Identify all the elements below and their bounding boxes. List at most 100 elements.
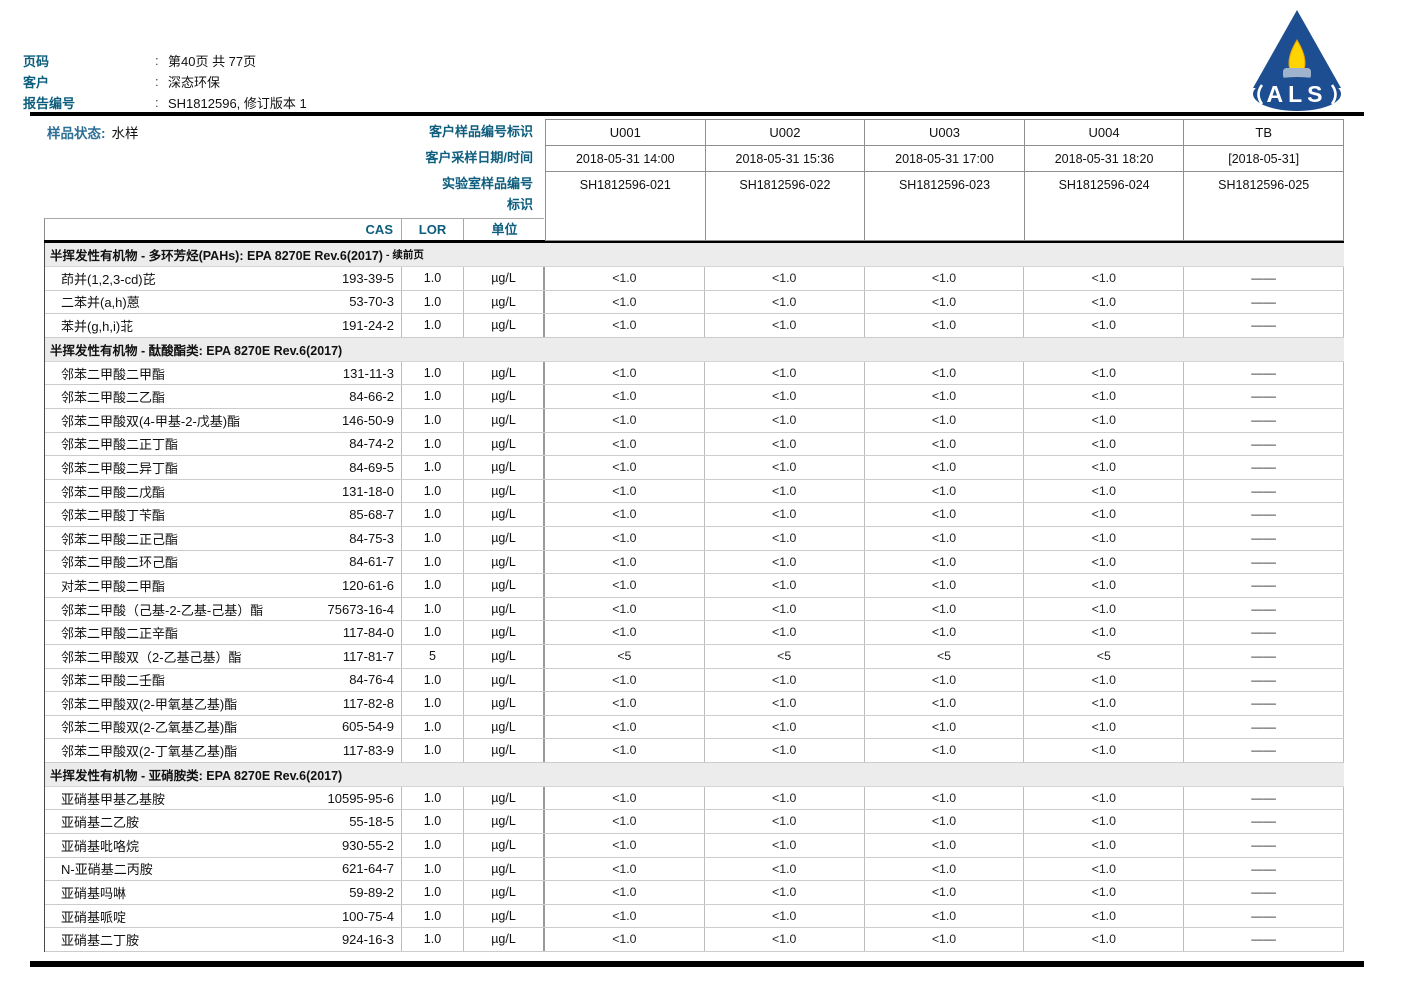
result-cell: <1.0: [1024, 456, 1185, 479]
analyte-lor: 1.0: [402, 715, 464, 739]
analyte-lor: 1.0: [402, 574, 464, 597]
result-cell: <1.0: [705, 786, 865, 810]
report-meta-colon: :: [155, 74, 159, 89]
analyte-cas: 100-75-4: [341, 908, 394, 924]
result-cell: <1.0: [545, 408, 705, 432]
analyte-lor: 1.0: [402, 408, 464, 432]
analyte-lor: 1.0: [402, 479, 464, 503]
result-cell: ——: [1184, 857, 1344, 881]
result-cell: <1.0: [705, 550, 865, 574]
sample-header-row-label: 客户样品编号标识: [428, 124, 533, 139]
result-cell: <5: [1024, 644, 1185, 668]
result-cell: ——: [1184, 621, 1344, 644]
analyte-name: 对苯二甲酸二甲酯: [61, 578, 166, 594]
analyte-unit: µg/L: [464, 479, 545, 503]
result-cell: <1.0: [865, 857, 1025, 881]
analyte-row: 邻苯二甲酸二环己酯 84-61-7 1.0 µg/L <1.0 <1.0 <1.0 <1.0—…: [45, 550, 1344, 575]
result-cell: ——: [1184, 692, 1344, 715]
analyte-name-cas-cell: 二苯并(a,h)蒽 53-70-3: [45, 290, 402, 314]
analyte-lor: 1.0: [402, 361, 464, 385]
analyte-cas: 117-83-9: [342, 743, 394, 759]
result-cell: <1.0: [545, 479, 705, 503]
analyte-unit: µg/L: [464, 786, 545, 810]
analyte-cas: 117-84-0: [342, 625, 394, 641]
result-cell: <1.0: [865, 881, 1025, 904]
result-cell: <1.0: [865, 526, 1025, 550]
analyte-name: 邻苯二甲酸丁苄酯: [61, 508, 166, 524]
analyte-name-cas-cell: 亚硝基甲基乙基胺 10595-95-6: [45, 786, 402, 810]
analyte-row: 亚硝基二乙胺 55-18-5 1.0 µg/L <1.0 <1.0 <1.0 <1.0 ——: [45, 810, 1344, 835]
analyte-cas: 120-61-6: [341, 577, 394, 593]
analyte-lor: 1.0: [402, 881, 464, 904]
sample-date-cell: 2018-05-31 14:00: [546, 146, 706, 172]
analyte-name-cas-cell: 邻苯二甲酸双(2-丁氧基乙基)酯 117-83-9: [45, 739, 402, 762]
result-cell: <1.0: [865, 385, 1025, 408]
analyte-unit: µg/L: [464, 432, 545, 456]
analyte-row: 邻苯二甲酸二戊酯 131-18-0 1.0 µg/L <1.0 <1.0 <1.0 <1.0—…: [45, 479, 1344, 504]
analyte-row: 亚硝基二丁胺 924-16-3 1.0 µg/L <1.0 <1.0 <1.0 <1.0 ——: [45, 928, 1344, 953]
result-cell: <5: [865, 644, 1025, 668]
analyte-name: 二苯并(a,h)蒽: [61, 295, 140, 311]
sample-status-value: 水样: [111, 126, 139, 141]
result-cell: <1.0: [545, 574, 705, 597]
analyte-lor: 1.0: [402, 550, 464, 574]
analyte-unit: µg/L: [464, 503, 545, 526]
analyte-row: 邻苯二甲酸双(2-乙氧基乙基)酯 605-54-9 1.0 µg/L <1.0 <1.0 <…: [45, 715, 1344, 740]
result-cell: <1.0: [1024, 503, 1185, 526]
results-table: 半挥发性有机物 - 多环芳烃(PAHs): EPA 8270E Rev.6(20…: [44, 243, 1344, 953]
result-cell: <1.0: [705, 597, 865, 621]
result-cell: <1.0: [865, 810, 1025, 834]
analyte-cas: 131-11-3: [342, 365, 394, 381]
result-cell: <1.0: [705, 526, 865, 550]
analyte-unit: µg/L: [464, 928, 545, 952]
result-cell: <1.0: [1024, 786, 1185, 810]
result-cell: ——: [1184, 314, 1344, 337]
result-cell: <1.0: [545, 597, 705, 621]
result-cell: <1.0: [1024, 385, 1185, 408]
result-cell: <1.0: [865, 550, 1025, 574]
result-cell: <1.0: [545, 503, 705, 526]
result-cell: <1.0: [545, 456, 705, 479]
result-cell: <1.0: [545, 715, 705, 739]
analyte-row: 邻苯二甲酸二正丁酯 84-74-2 1.0 µg/L <1.0 <1.0 <1.0 <1.0—…: [45, 432, 1344, 457]
report-meta-label: 页码: [23, 54, 50, 69]
analyte-name-cas-cell: 亚硝基二丁胺 924-16-3: [45, 928, 402, 952]
analyte-row: 邻苯二甲酸二异丁酯 84-69-5 1.0 µg/L <1.0 <1.0 <1.0 <1.0—…: [45, 456, 1344, 480]
analyte-name-cas-cell: 邻苯二甲酸二正丁酯 84-74-2: [45, 432, 402, 456]
result-cell: <1.0: [1024, 361, 1185, 385]
result-cell: <1.0: [1024, 881, 1185, 904]
analyte-row: 苯并(g,h,i)苝 191-24-2 1.0 µg/L <1.0 <1.0 <1.0 <1.…: [45, 314, 1344, 338]
analyte-name-cas-cell: 对苯二甲酸二甲酯 120-61-6: [45, 574, 402, 597]
result-cell: <5: [705, 644, 865, 668]
analyte-lor: 5: [402, 644, 464, 668]
analyte-name: 亚硝基甲基乙基胺: [61, 791, 166, 807]
result-cell: <1.0: [545, 290, 705, 314]
result-cell: <1.0: [545, 857, 705, 881]
result-cell: <1.0: [705, 456, 865, 479]
result-cell: <1.0: [865, 786, 1025, 810]
analyte-unit: µg/L: [464, 834, 545, 857]
result-cell: <1.0: [545, 621, 705, 644]
analyte-cas: 131-18-0: [341, 483, 394, 499]
analyte-lor: 1.0: [402, 432, 464, 456]
report-meta-row: 报告编号: SH1812596, 修订版本 1: [23, 92, 307, 113]
sample-header-row-label: 标识: [506, 197, 533, 212]
analyte-cas: 55-18-5: [349, 814, 394, 830]
sample-labno-cell: SH1812596-021: [546, 172, 706, 241]
result-cell: <1.0: [865, 408, 1025, 432]
report-meta-row: 客户: 深态环保: [23, 71, 307, 92]
result-cell: ——: [1184, 928, 1344, 952]
result-cell: <1.0: [705, 857, 865, 881]
result-cell: <1.0: [1024, 526, 1185, 550]
analyte-cas: 53-70-3: [349, 294, 394, 310]
result-cell: <1.0: [865, 904, 1025, 928]
result-cell: <1.0: [545, 928, 705, 952]
sample-header-row-label: 客户采样日期/时间: [425, 150, 533, 165]
analyte-row: N-亚硝基二丙胺 621-64-7 1.0 µg/L <1.0 <1.0 <1.0 <1.0—…: [45, 857, 1344, 882]
result-cell: <1.0: [705, 621, 865, 644]
result-cell: <1.0: [705, 715, 865, 739]
result-cell: ——: [1184, 904, 1344, 928]
analyte-row: 亚硝基吡咯烷 930-55-2 1.0 µg/L <1.0 <1.0 <1.0 <1.0 ——: [45, 834, 1344, 858]
sample-labno-cell: SH1812596-022: [705, 172, 866, 241]
analyte-name-cas-cell: 邻苯二甲酸二环己酯 84-61-7: [45, 550, 402, 574]
